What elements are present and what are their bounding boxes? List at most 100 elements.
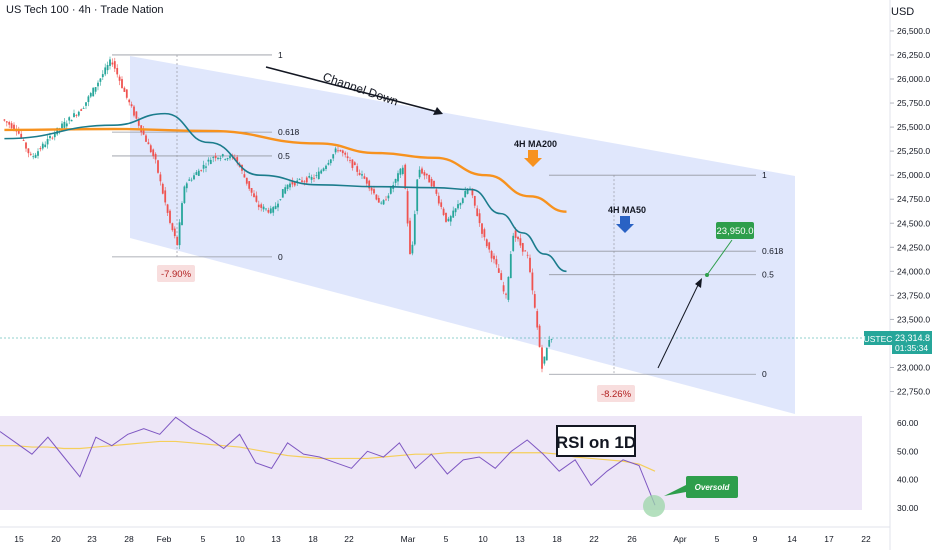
candle-body bbox=[169, 210, 171, 223]
candle-body bbox=[500, 273, 503, 280]
candle-body bbox=[137, 119, 140, 126]
drop-box-1 bbox=[157, 265, 195, 282]
x-tick-label: 15 bbox=[14, 534, 24, 544]
candle-body bbox=[397, 173, 399, 182]
candle-body bbox=[425, 173, 428, 176]
candle-body bbox=[125, 89, 128, 98]
candle-body bbox=[46, 139, 49, 145]
candle-body bbox=[154, 153, 157, 160]
target-point bbox=[705, 273, 709, 277]
candle-body bbox=[53, 133, 56, 138]
candle-body bbox=[536, 311, 539, 328]
candle-body bbox=[219, 157, 222, 159]
candle-body bbox=[488, 242, 491, 250]
candle-body bbox=[382, 200, 385, 205]
x-tick-label: Mar bbox=[401, 534, 416, 544]
candle-body bbox=[248, 181, 251, 189]
candle-body bbox=[370, 187, 373, 191]
candle-body bbox=[152, 149, 155, 157]
price-tag bbox=[892, 331, 932, 354]
candle-body bbox=[399, 168, 402, 175]
x-tick-label: Apr bbox=[673, 534, 686, 544]
candle-body bbox=[157, 160, 159, 173]
rsi-ma-line bbox=[0, 440, 656, 472]
candle-body bbox=[452, 210, 455, 218]
y-tick-label: 26,500.0 bbox=[897, 26, 930, 36]
candle-body bbox=[118, 76, 121, 81]
candle-body bbox=[507, 276, 510, 300]
candle-body bbox=[159, 174, 162, 182]
candle-body bbox=[217, 157, 219, 159]
rsi-tick-label: 40.00 bbox=[897, 475, 919, 485]
candle-body bbox=[130, 104, 133, 107]
drop-label-1: -7.90% bbox=[161, 269, 192, 280]
candle-body bbox=[61, 123, 63, 129]
candle-body bbox=[133, 106, 135, 116]
y-tick-label: 25,750.0 bbox=[897, 98, 930, 108]
candle-body bbox=[310, 177, 313, 180]
candle-body bbox=[183, 186, 186, 203]
candle-body bbox=[411, 244, 414, 254]
candle-body bbox=[404, 164, 407, 189]
candle-body bbox=[195, 172, 198, 175]
candle-body bbox=[476, 208, 479, 217]
candle-body bbox=[490, 251, 493, 259]
candle-body bbox=[325, 165, 327, 169]
candle-body bbox=[385, 199, 387, 201]
drop-box-2 bbox=[597, 385, 635, 402]
candle-body bbox=[82, 108, 85, 109]
candle-body bbox=[224, 158, 227, 160]
candle-body bbox=[8, 122, 11, 125]
x-tick-label: 13 bbox=[271, 534, 281, 544]
candle-body bbox=[416, 179, 419, 212]
candle-body bbox=[401, 167, 404, 175]
channel-down bbox=[130, 56, 795, 414]
candle-body bbox=[380, 202, 383, 204]
x-tick-label: 17 bbox=[824, 534, 834, 544]
x-tick-label: 18 bbox=[308, 534, 318, 544]
candle-body bbox=[3, 119, 6, 121]
y-tick-label: 24,750.0 bbox=[897, 194, 930, 204]
candle-body bbox=[113, 61, 116, 69]
candle-body bbox=[68, 117, 71, 121]
candle-body bbox=[545, 347, 548, 361]
candle-body bbox=[526, 254, 529, 256]
oversold-callout bbox=[664, 476, 738, 498]
candle-body bbox=[495, 259, 498, 265]
x-tick-label: 20 bbox=[51, 534, 61, 544]
candle-body bbox=[313, 177, 315, 179]
rsi-title-box bbox=[556, 425, 636, 457]
candle-body bbox=[13, 124, 15, 130]
candle-body bbox=[65, 123, 68, 127]
candle-body bbox=[543, 356, 546, 364]
candle-body bbox=[502, 285, 505, 292]
x-tick-label: 22 bbox=[589, 534, 599, 544]
rsi-tick-label: 60.00 bbox=[897, 418, 919, 428]
candle-body bbox=[497, 268, 500, 273]
candle-body bbox=[255, 195, 258, 202]
candle-body bbox=[464, 191, 467, 198]
candle-body bbox=[94, 87, 97, 92]
candle-body bbox=[483, 229, 486, 238]
candle-body bbox=[106, 65, 109, 71]
candle-body bbox=[349, 160, 351, 161]
x-tick-label: 26 bbox=[627, 534, 637, 544]
candle-body bbox=[339, 149, 342, 152]
fib-2-level-label: 0 bbox=[762, 369, 767, 379]
candle-body bbox=[512, 235, 515, 251]
candle-body bbox=[41, 143, 44, 149]
candle-body bbox=[80, 109, 83, 111]
y-tick-label: 25,500.0 bbox=[897, 122, 930, 132]
candle-body bbox=[305, 177, 308, 183]
candle-body bbox=[25, 142, 27, 149]
candle-body bbox=[315, 175, 318, 176]
candle-body bbox=[63, 121, 66, 128]
candle-body bbox=[229, 155, 231, 159]
candle-body bbox=[430, 178, 433, 187]
candle-body bbox=[454, 208, 457, 213]
ma50-label: 4H MA50 bbox=[608, 205, 646, 215]
rsi-line bbox=[0, 416, 656, 506]
candle-body bbox=[440, 202, 443, 207]
candle-body bbox=[442, 208, 445, 215]
